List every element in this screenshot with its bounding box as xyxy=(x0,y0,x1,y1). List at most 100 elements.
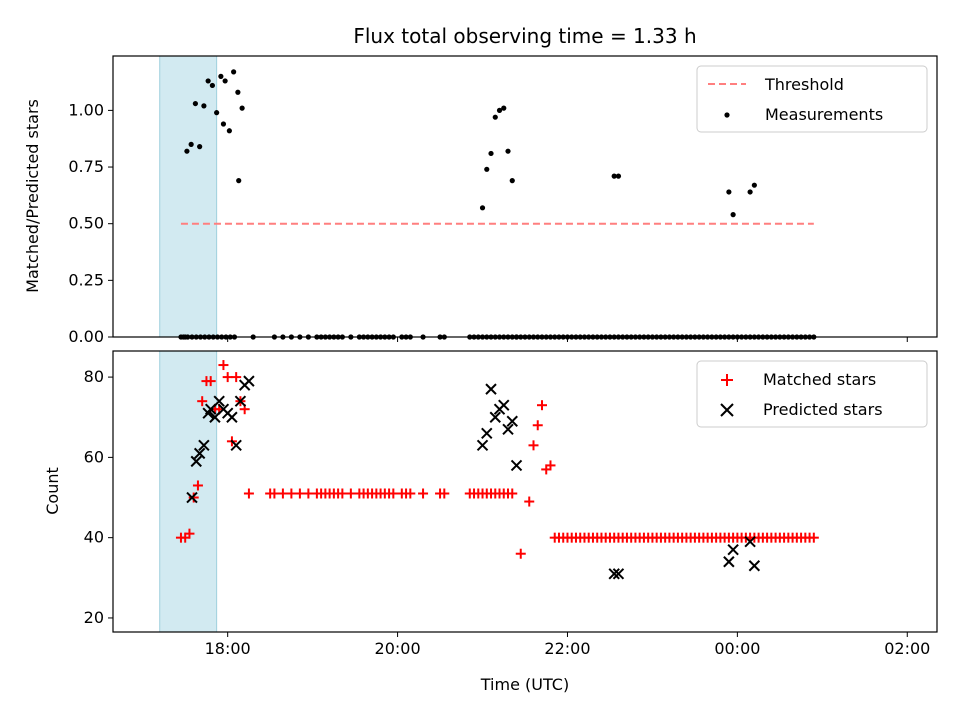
predicted-star-marker xyxy=(193,447,206,460)
measurement-point xyxy=(726,189,732,195)
measurement-point xyxy=(226,128,232,134)
matched-star-marker xyxy=(808,532,819,543)
measurement-point xyxy=(201,103,207,109)
predicted-star-marker xyxy=(243,375,255,387)
x-axis-label: Time (UTC) xyxy=(480,675,569,694)
bot-y-tick-label: 40 xyxy=(84,528,104,547)
predicted-star-marker xyxy=(489,411,501,423)
top-legend: Threshold Measurements xyxy=(696,65,928,133)
predicted-star-marker xyxy=(198,439,210,452)
measurement-point xyxy=(220,121,227,127)
matched-star-marker xyxy=(524,496,535,507)
legend-matched-label: Matched stars xyxy=(763,370,876,389)
predicted-star-marker xyxy=(502,423,514,435)
predicted-star-marker xyxy=(510,459,523,472)
matched-star-marker xyxy=(294,488,305,499)
x-b xyxy=(198,439,210,452)
top-axes-frame xyxy=(112,55,938,338)
predicted-star-marker xyxy=(485,383,497,395)
predicted-star-marker xyxy=(748,560,761,572)
x-b xyxy=(612,568,625,580)
measurement-point xyxy=(192,100,198,107)
x-b xyxy=(727,544,739,556)
measurement-point xyxy=(214,110,220,116)
x-b xyxy=(498,399,510,411)
matched-star-marker xyxy=(188,492,199,503)
x-b xyxy=(186,491,198,504)
predicted-star-marker xyxy=(234,395,247,407)
predicted-star-marker xyxy=(506,415,518,427)
measurement-point xyxy=(235,89,241,95)
bottom-legend: Matched stars Predicted stars xyxy=(696,360,928,428)
x-b xyxy=(485,383,497,395)
x-b xyxy=(226,411,238,423)
x-b xyxy=(744,535,756,548)
x-b xyxy=(506,415,518,427)
matched-star-marker xyxy=(303,488,314,499)
predicted-star-marker xyxy=(213,395,225,407)
x-b xyxy=(243,375,255,387)
bottom-y-axis-label: Count xyxy=(43,467,62,515)
top-y-tick-label: 0.00 xyxy=(68,327,104,346)
measurement-point xyxy=(488,150,494,157)
predicted-star-marker xyxy=(608,568,620,580)
x-b xyxy=(213,395,225,407)
bot-x-tick-label: 00:00 xyxy=(714,639,760,658)
matched-star-marker xyxy=(439,488,450,499)
predicted-star-marker xyxy=(186,491,198,504)
measurement-point xyxy=(615,173,622,179)
matched-star-marker xyxy=(222,372,233,383)
observation-shaded-span-bottom xyxy=(159,350,218,633)
bot-x-tick-label: 20:00 xyxy=(375,639,421,658)
bot-y-tick-label: 20 xyxy=(84,608,104,627)
measurement-point xyxy=(188,141,194,147)
matched-star-marker xyxy=(345,488,356,499)
x-b xyxy=(510,459,523,472)
measurement-point xyxy=(218,73,224,79)
measurement-point xyxy=(184,148,190,154)
measurement-point xyxy=(492,114,498,120)
matched-star-marker xyxy=(231,372,242,383)
matched-star-marker xyxy=(277,488,288,499)
x-b xyxy=(234,395,247,407)
matched-star-marker xyxy=(418,488,429,499)
matched-star-marker xyxy=(545,460,556,471)
matched-star-marker xyxy=(243,488,254,499)
measurement-point xyxy=(505,148,511,154)
x-b xyxy=(230,439,242,452)
matched-star-marker xyxy=(184,528,195,539)
x-b xyxy=(608,568,620,580)
measurement-point xyxy=(209,82,215,89)
matched-star-marker xyxy=(405,488,416,499)
x-b xyxy=(190,455,202,468)
chart-title: Flux total observing time = 1.33 h xyxy=(353,24,696,48)
predicted-star-marker xyxy=(481,427,493,439)
measurement-point xyxy=(611,173,617,179)
matched-star-marker xyxy=(286,488,297,499)
measurement-point xyxy=(479,205,486,211)
matched-star-marker xyxy=(507,488,518,499)
measurement-point xyxy=(222,78,228,84)
matched-star-marker xyxy=(269,488,280,499)
matched-star-marker xyxy=(532,420,543,431)
top-x-ticks xyxy=(227,337,908,342)
matched-star-marker xyxy=(218,360,229,371)
measurement-point xyxy=(751,182,757,188)
x-b xyxy=(502,423,514,435)
predicted-star-marker xyxy=(727,544,739,556)
measurement-point xyxy=(197,144,203,150)
top-shade-rect xyxy=(159,55,218,338)
measurement-point xyxy=(747,189,753,195)
matched-star-marker xyxy=(388,488,399,499)
x-b xyxy=(489,411,501,423)
bot-x-tick-label: 18:00 xyxy=(205,639,251,658)
bot-y-tick-label: 80 xyxy=(84,367,104,386)
measurement-point xyxy=(496,107,503,113)
bottom-y-ticks: 20 40 60 80 xyxy=(84,367,113,627)
x-b xyxy=(481,427,493,439)
observation-shaded-span xyxy=(159,55,218,338)
predicted-star-marker xyxy=(723,556,735,568)
